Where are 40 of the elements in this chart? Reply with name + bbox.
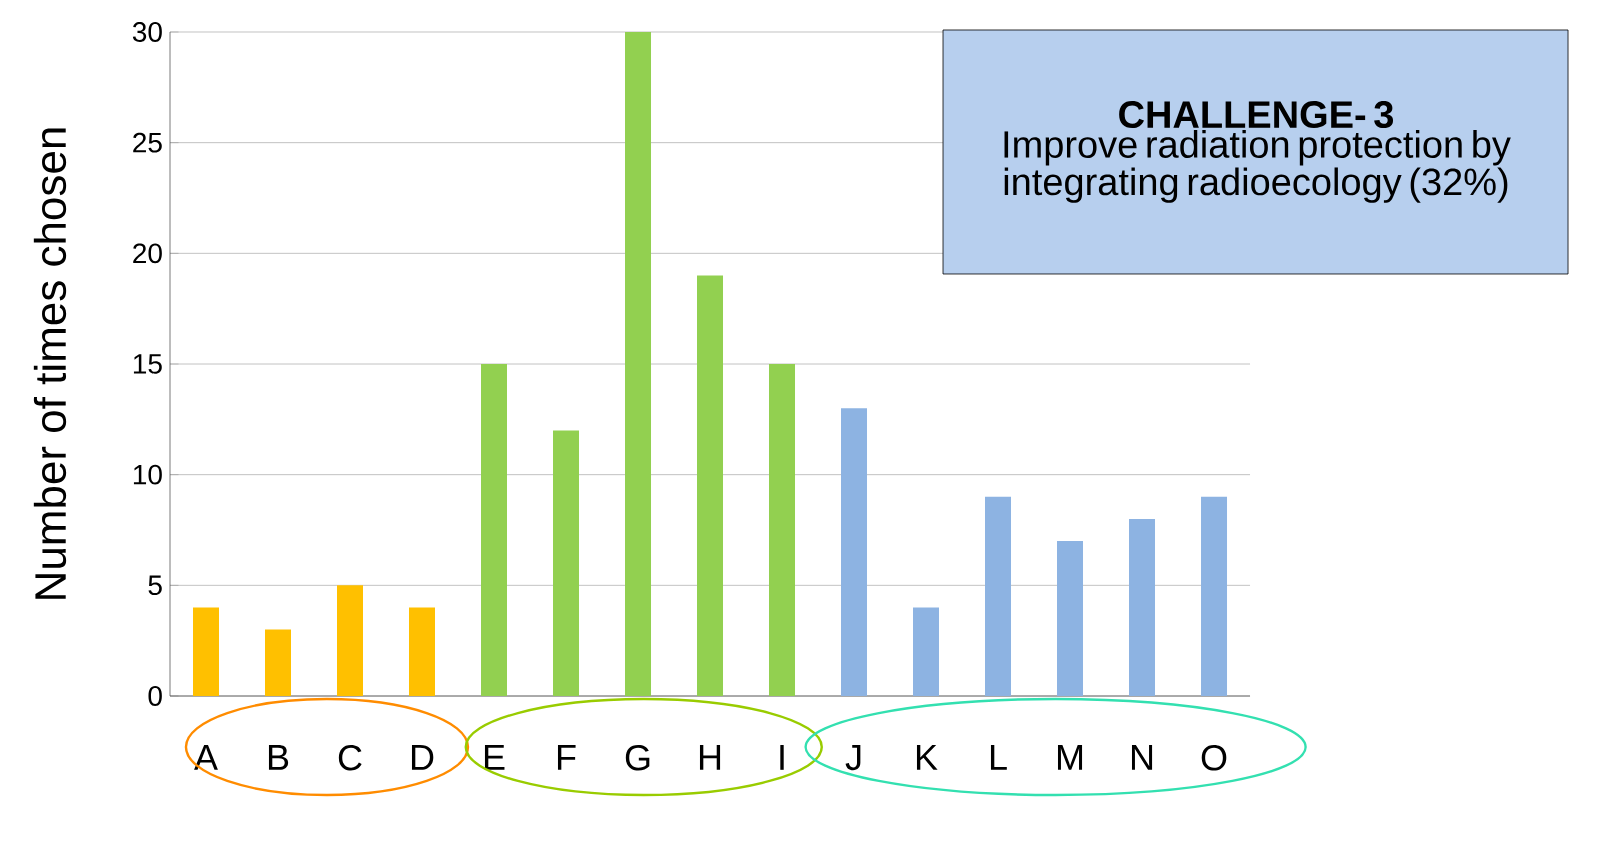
bar <box>1201 496 1228 696</box>
x-tick-label: G <box>625 745 650 771</box>
x-tick-label: L <box>990 745 1007 770</box>
x-tick-label: H <box>699 745 721 770</box>
x-tick-label: I <box>780 745 784 770</box>
y-tick-label: 15 <box>133 354 162 374</box>
bar <box>481 364 507 696</box>
x-tick-label: E <box>484 745 505 770</box>
y-tick-label: 10 <box>133 464 162 485</box>
x-tick-label: J <box>845 745 861 771</box>
y-tick-label: 5 <box>148 575 162 596</box>
bar <box>1057 541 1084 696</box>
x-tick-label: N <box>1131 745 1153 770</box>
x-tick-label: F <box>557 745 576 770</box>
x-tick-label: A <box>194 745 218 770</box>
x-tick-label: D <box>411 745 434 770</box>
x-tick-label: B <box>268 745 289 770</box>
x-tick-label: M <box>1057 745 1083 770</box>
bar <box>1129 518 1156 696</box>
y-tick-label: 0 <box>148 686 162 706</box>
y-tick-label: 25 <box>133 132 162 153</box>
bar <box>193 607 219 696</box>
bar <box>553 430 580 696</box>
x-tick-label: C <box>338 745 362 771</box>
bar <box>625 31 652 696</box>
bar <box>769 364 796 696</box>
bar <box>697 275 724 696</box>
bar <box>265 629 291 696</box>
bar <box>841 408 868 696</box>
bar <box>985 496 1012 696</box>
bar <box>913 607 940 696</box>
text: Improve radiation protection by integrating radioecology (32%) <box>1004 130 1511 203</box>
bar <box>409 607 435 696</box>
y-tick-label: 30 <box>132 22 162 42</box>
text: CHALLENGE- 3 <box>1119 101 1394 129</box>
bar <box>337 585 363 696</box>
x-tick-label: K <box>916 745 938 770</box>
y-axis-title: Number of times chosen <box>33 128 67 599</box>
y-tick-label: 20 <box>133 243 162 264</box>
x-tick-label: O <box>1201 745 1227 771</box>
